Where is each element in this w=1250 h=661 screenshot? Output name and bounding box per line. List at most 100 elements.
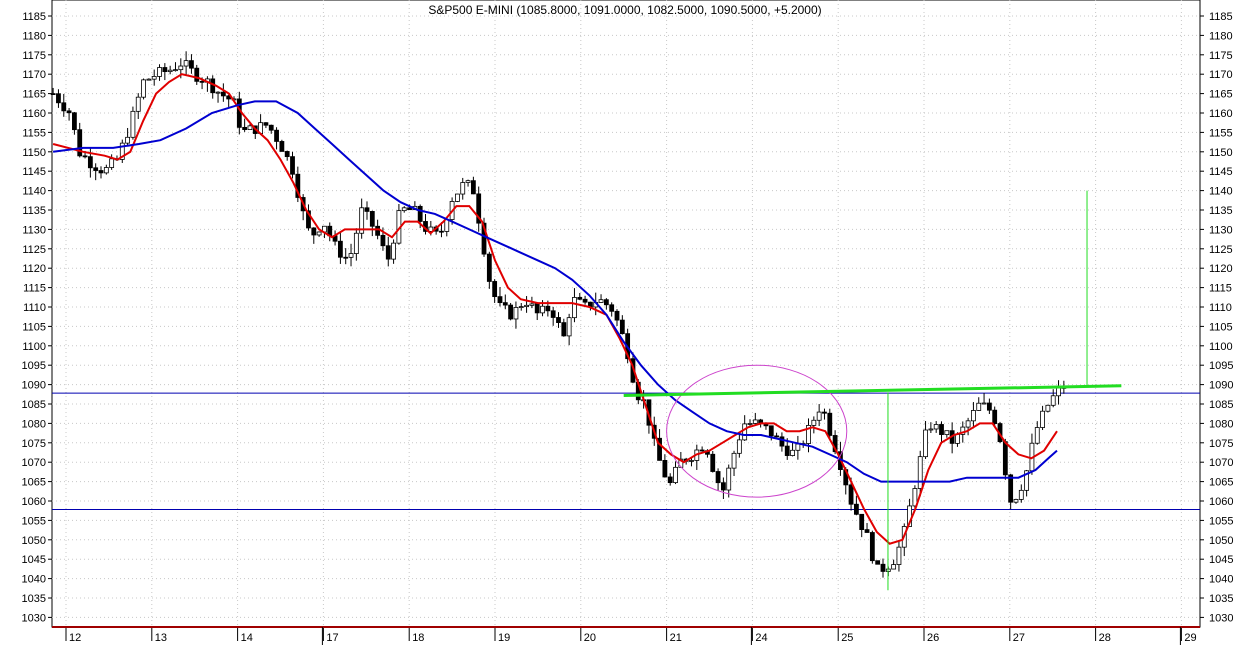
candle-up (151, 76, 157, 80)
candle-down (880, 563, 886, 572)
y-tick-label-right: 1045 (1209, 554, 1233, 566)
candle-up (598, 299, 604, 303)
x-axis-band (52, 626, 1200, 628)
candle-down (380, 234, 386, 247)
x-tick-label: 26 (927, 632, 939, 644)
candle-down (853, 503, 859, 515)
candle-down (869, 532, 875, 562)
candle-down (98, 170, 104, 174)
candle-down (577, 297, 583, 300)
y-tick-label-left: 1045 (22, 554, 46, 566)
y-tick-label-left: 1115 (23, 283, 46, 295)
y-tick-label-right: 1150 (1209, 147, 1233, 159)
candle-up (933, 424, 939, 430)
x-tick-label: 14 (241, 632, 253, 644)
x-tick-label: 17 (326, 632, 338, 644)
candle-down (827, 412, 833, 436)
x-tick-label: 12 (69, 632, 81, 644)
annotations (623, 190, 1122, 591)
candle-down (859, 513, 865, 531)
candle-down (667, 476, 673, 484)
y-tick-label-left: 1060 (22, 496, 46, 508)
y-tick-label-left: 1100 (22, 341, 46, 353)
y-tick-label-right: 1155 (1209, 127, 1233, 139)
pattern-ellipse (666, 364, 848, 498)
candle-up (513, 307, 519, 320)
x-tick-label: 19 (498, 632, 510, 644)
candle-down (263, 122, 269, 126)
candle-down (657, 437, 662, 461)
candle-up (1034, 427, 1040, 444)
candle-down (619, 319, 625, 335)
y-tick-label-right: 1070 (1209, 457, 1233, 469)
candle-up (391, 242, 396, 260)
y-tick-label-right: 1095 (1209, 360, 1233, 372)
candle-down (492, 281, 498, 298)
candle-down (199, 80, 205, 83)
candle-down (768, 425, 774, 437)
candle-up (455, 193, 460, 202)
x-tick-label: 27 (1013, 632, 1025, 644)
x-tick-label: 24 (755, 632, 767, 644)
y-tick-label-left: 1145 (22, 166, 46, 178)
candle-down (939, 424, 944, 435)
candle-up (167, 69, 173, 73)
candle-up (119, 142, 125, 160)
y-tick-label-left: 1150 (22, 147, 46, 159)
y-tick-label-left: 1125 (22, 244, 46, 256)
candle-down (662, 459, 668, 478)
y-tick-label-left: 1105 (22, 321, 46, 333)
candle-down (875, 560, 881, 565)
y-tick-label-right: 1035 (1209, 593, 1233, 605)
y-tick-label-right: 1170 (1209, 69, 1233, 81)
candle-down (93, 167, 99, 171)
candle-up (896, 546, 902, 565)
y-tick-label-left: 1065 (22, 477, 46, 489)
candle-up (348, 253, 354, 258)
y-tick-label-right: 1065 (1209, 477, 1233, 489)
candle-down (66, 110, 72, 114)
candles (50, 51, 1067, 578)
candle-down (603, 299, 609, 306)
x-tick-label: 13 (155, 632, 167, 644)
candle-down (1002, 441, 1008, 476)
y-axis-left: 1185 1180 1175 1170 1165 1160 1155 1150 1145 1140… (22, 11, 52, 624)
y-tick-label-left: 1160 (22, 108, 46, 120)
candle-down (992, 409, 998, 424)
candle-down (582, 298, 588, 303)
x-tick-label: 20 (584, 632, 596, 644)
y-tick-label-right: 1135 (1209, 205, 1233, 217)
x-tick-label: 28 (1099, 632, 1111, 644)
candle-down (61, 102, 67, 112)
candle-up (912, 488, 918, 507)
candle-down (1008, 474, 1014, 503)
candle-up (359, 207, 365, 234)
candle-up (742, 423, 748, 441)
y-tick-label-right: 1130 (1209, 224, 1233, 236)
y-tick-label-left: 1110 (23, 302, 46, 314)
y-tick-label-left: 1090 (22, 380, 46, 392)
candle-down (274, 129, 279, 142)
candle-down (72, 112, 77, 131)
candle-down (497, 296, 503, 304)
y-tick-label-left: 1035 (22, 593, 46, 605)
y-tick-label-right: 1185 (1209, 11, 1233, 23)
candle-up (146, 78, 152, 81)
candle-up (1050, 395, 1056, 406)
y-tick-label-right: 1110 (1209, 302, 1232, 314)
candle-down (279, 141, 285, 152)
candle-up (795, 443, 801, 451)
candle-up (752, 419, 758, 424)
candle-down (56, 93, 61, 104)
candle-down (774, 435, 779, 438)
candle-up (965, 420, 971, 428)
candle-up (428, 226, 434, 232)
y-tick-label-left: 1170 (22, 69, 46, 81)
resistance-line (623, 384, 1122, 397)
candle-up (673, 466, 678, 484)
y-tick-label-right: 1165 (1209, 89, 1233, 101)
candle-down (375, 225, 381, 236)
x-tick-label: 25 (841, 632, 853, 644)
